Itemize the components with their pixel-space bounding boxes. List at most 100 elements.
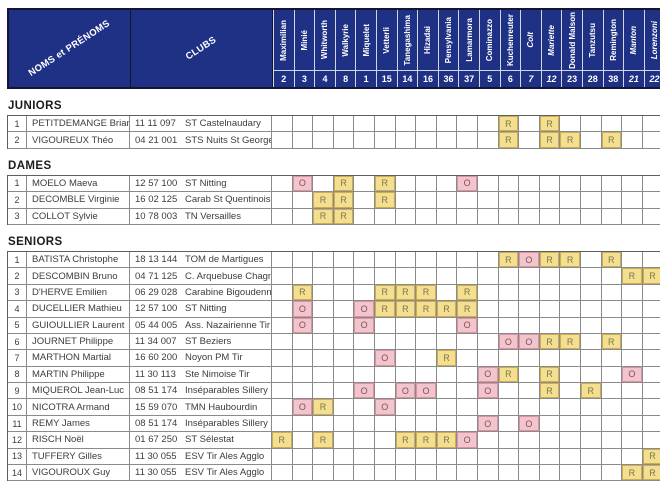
empty-mark-cell (642, 350, 660, 367)
empty-mark-cell (395, 268, 417, 285)
empty-mark-cell (395, 333, 417, 351)
entry-mark-cell: O (354, 301, 375, 318)
empty-mark-cell (313, 383, 334, 400)
entry-mark-cell: R (457, 284, 478, 302)
club-cell: 08 51 174 Inséparables Sillery (130, 415, 272, 433)
empty-mark-cell (622, 175, 643, 193)
empty-mark-cell (416, 415, 437, 433)
empty-mark-cell (395, 399, 417, 416)
empty-mark-cell (313, 333, 334, 351)
entry-mark-cell: O (622, 366, 643, 384)
empty-mark-cell (539, 301, 561, 318)
empty-mark-cell (539, 350, 561, 367)
empty-mark-cell (622, 432, 643, 449)
entry-mark-cell: R (374, 175, 396, 193)
entry-mark-cell: R (416, 284, 437, 302)
header-column-name: Minié (293, 10, 315, 70)
discipline-label: Kuchenreuter (505, 13, 515, 66)
shooter-name-cell: REMY James (27, 415, 130, 433)
discipline-label: Whitworth (320, 20, 330, 60)
entry-mark-cell: R (272, 432, 293, 449)
empty-mark-cell (313, 132, 334, 149)
empty-mark-cell (292, 268, 314, 285)
club-cell: 05 44 005 Ass. Nazairienne Tir (130, 317, 272, 334)
empty-mark-cell (374, 208, 396, 225)
empty-mark-cell (539, 432, 561, 449)
discipline-label: Lorenzoni (649, 20, 659, 60)
header-column-number: 14 (396, 70, 418, 87)
empty-mark-cell (519, 350, 540, 367)
club-cell: 18 13 144 TOM de Martigues (130, 251, 272, 269)
empty-mark-cell (498, 383, 520, 400)
empty-mark-cell (333, 432, 355, 449)
entry-mark-cell: O (477, 366, 499, 384)
row-number-cell: 3 (8, 208, 27, 225)
license-number: 11 11 097 (135, 118, 176, 130)
empty-mark-cell (374, 432, 396, 449)
header-column-name: Colt (520, 10, 541, 70)
empty-mark-cell (333, 399, 355, 416)
entry-mark-cell: O (457, 175, 478, 193)
empty-mark-cell (580, 301, 602, 318)
empty-mark-cell (416, 448, 437, 466)
empty-mark-cell (313, 268, 334, 285)
entry-mark-cell: O (519, 415, 540, 433)
entry-mark-cell: R (333, 208, 355, 225)
empty-mark-cell (272, 465, 293, 482)
empty-mark-cell (436, 268, 458, 285)
header-column-number: 8 (334, 70, 356, 87)
empty-mark-cell (560, 448, 581, 466)
header-column-number: 4 (314, 70, 335, 87)
section-table: 1 PETITDEMANGE Brian 11 11 097 ST Castelnau… (7, 115, 660, 149)
empty-mark-cell (519, 284, 540, 302)
empty-mark-cell (498, 268, 520, 285)
empty-mark-cell (560, 301, 581, 318)
empty-mark-cell (354, 268, 375, 285)
empty-mark-cell (395, 366, 417, 384)
empty-mark-cell (333, 350, 355, 367)
empty-mark-cell (292, 366, 314, 384)
header-column-number: 28 (581, 70, 603, 87)
club-cell: 12 57 100 ST Nitting (130, 175, 272, 193)
empty-mark-cell (313, 284, 334, 302)
empty-mark-cell (416, 175, 437, 193)
empty-mark-cell (292, 350, 314, 367)
club-cell: 10 78 003 TN Versailles (130, 208, 272, 225)
section-title: JUNIORS (8, 100, 62, 112)
club-name: ESV Tir Ales Agglo (185, 450, 265, 462)
discipline-label: Colt (526, 32, 536, 48)
empty-mark-cell (539, 175, 561, 193)
shooter-name-cell: MIQUEROL Jean-Luc (27, 383, 130, 400)
shooter-name-cell: VIGOUREUX Théo (27, 132, 130, 149)
club-cell: 06 29 028 Carabine Bigoudenne (130, 284, 272, 302)
row-number-cell: 3 (8, 284, 27, 302)
empty-mark-cell (622, 192, 643, 209)
license-number: 04 21 001 (135, 134, 178, 146)
entry-mark-cell: O (374, 399, 396, 416)
row-number-cell: 14 (8, 465, 27, 482)
empty-mark-cell (395, 415, 417, 433)
empty-mark-cell (395, 251, 417, 269)
empty-mark-cell (333, 465, 355, 482)
empty-mark-cell (374, 116, 396, 133)
license-number: 06 29 028 (135, 286, 178, 298)
empty-mark-cell (354, 448, 375, 466)
empty-mark-cell (313, 317, 334, 334)
row-number-cell: 1 (8, 251, 27, 269)
empty-mark-cell (477, 116, 499, 133)
empty-mark-cell (498, 448, 520, 466)
empty-mark-cell (333, 268, 355, 285)
row-number-cell: 2 (8, 268, 27, 285)
empty-mark-cell (580, 366, 602, 384)
empty-mark-cell (313, 415, 334, 433)
empty-mark-cell (560, 317, 581, 334)
empty-mark-cell (374, 448, 396, 466)
empty-mark-cell (272, 132, 293, 149)
entry-mark-cell: R (560, 333, 581, 351)
entry-mark-cell: R (313, 208, 334, 225)
header-column-number: 37 (458, 70, 479, 87)
empty-mark-cell (477, 350, 499, 367)
empty-mark-cell (457, 366, 478, 384)
shooter-name-cell: NICOTRA Armand (27, 399, 130, 416)
empty-mark-cell (477, 251, 499, 269)
